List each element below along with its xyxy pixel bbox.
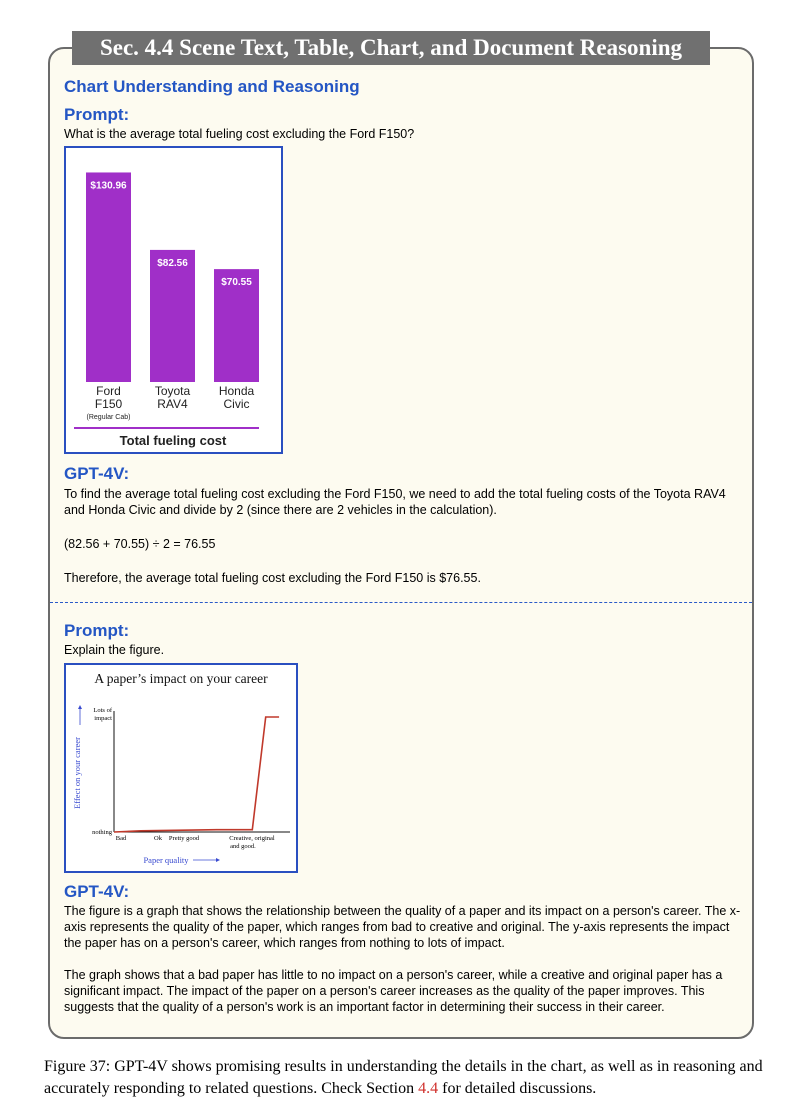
response-2-paragraph-1: The figure is a graph that shows the rel… xyxy=(64,904,741,950)
caption-text-end: for detailed discussions. xyxy=(438,1080,597,1097)
category-label-3: Honda xyxy=(219,384,255,398)
bar-chart-figure: $130.96 Ford F150 (Regular Cab) $82.56 Toyota… xyxy=(64,146,283,454)
category-label-1: (Regular Cab) xyxy=(87,414,131,421)
figure-caption: Figure 37: GPT-4V shows promising result… xyxy=(44,1056,770,1100)
caption-section-link[interactable]: 4.4 xyxy=(418,1080,439,1097)
category-label-1: F150 xyxy=(95,397,123,411)
response-label-1: GPT-4V: xyxy=(64,464,130,483)
x-tick-label: Ok xyxy=(154,835,163,842)
prompt-label-1: Prompt: xyxy=(64,105,130,124)
prompt-label-2: Prompt: xyxy=(64,621,130,640)
response-label-2: GPT-4V: xyxy=(64,882,130,901)
response-1-paragraph-1: To find the average total fueling cost e… xyxy=(64,487,726,517)
y-tick-label: impact xyxy=(94,715,112,722)
category-label-2: RAV4 xyxy=(157,397,188,411)
section-title: Sec. 4.4 Scene Text, Table, Chart, and D… xyxy=(72,31,710,65)
line-chart: A paper’s impact on your career nothing Lo… xyxy=(72,671,290,865)
y-tick-label: nothing xyxy=(92,829,113,836)
bar-value-label-2: $82.56 xyxy=(157,258,188,269)
y-tick-label: Lots of xyxy=(93,707,112,714)
x-tick-label: Bad xyxy=(116,835,127,842)
prompt-text-2: Explain the figure. xyxy=(64,643,165,657)
divider xyxy=(50,602,752,603)
bar-value-label-3: $70.55 xyxy=(221,277,252,288)
x-axis-arrowhead xyxy=(216,858,220,862)
response-text-1: To find the average total fueling cost e… xyxy=(64,486,744,586)
subtitle: Chart Understanding and Reasoning xyxy=(64,77,360,96)
response-2-paragraph-2: The graph shows that a bad paper has lit… xyxy=(64,968,723,1014)
prompt-text-1: What is the average total fueling cost e… xyxy=(64,127,415,141)
category-label-1: Ford xyxy=(96,384,121,398)
category-label-2: Toyota xyxy=(155,384,191,398)
chart-title: A paper’s impact on your career xyxy=(94,671,268,686)
y-axis-label: Effect on your career xyxy=(72,737,82,809)
x-tick-label: Pretty good xyxy=(169,835,200,842)
x-axis-label: Paper quality xyxy=(143,855,189,865)
bar-3 xyxy=(214,269,259,382)
response-text-2: The figure is a graph that shows the rel… xyxy=(64,903,744,1015)
x-tick-label: and good. xyxy=(230,843,256,850)
caption-text: Figure 37: GPT-4V shows promising result… xyxy=(44,1058,763,1097)
series-line xyxy=(113,716,280,833)
response-1-equation: (82.56 + 70.55) ÷ 2 = 76.55 xyxy=(64,537,216,551)
y-axis-arrowhead xyxy=(78,705,82,709)
response-1-conclusion: Therefore, the average total fueling cos… xyxy=(64,571,481,585)
line-chart-figure: A paper’s impact on your career nothing Lo… xyxy=(64,663,298,873)
bar-1 xyxy=(86,172,131,382)
bar-2 xyxy=(150,249,195,382)
category-label-3: Civic xyxy=(224,397,250,411)
bar-value-label-1: $130.96 xyxy=(90,180,127,191)
x-tick-label: Creative, original xyxy=(229,835,275,842)
chart-title: Total fueling cost xyxy=(120,433,227,448)
